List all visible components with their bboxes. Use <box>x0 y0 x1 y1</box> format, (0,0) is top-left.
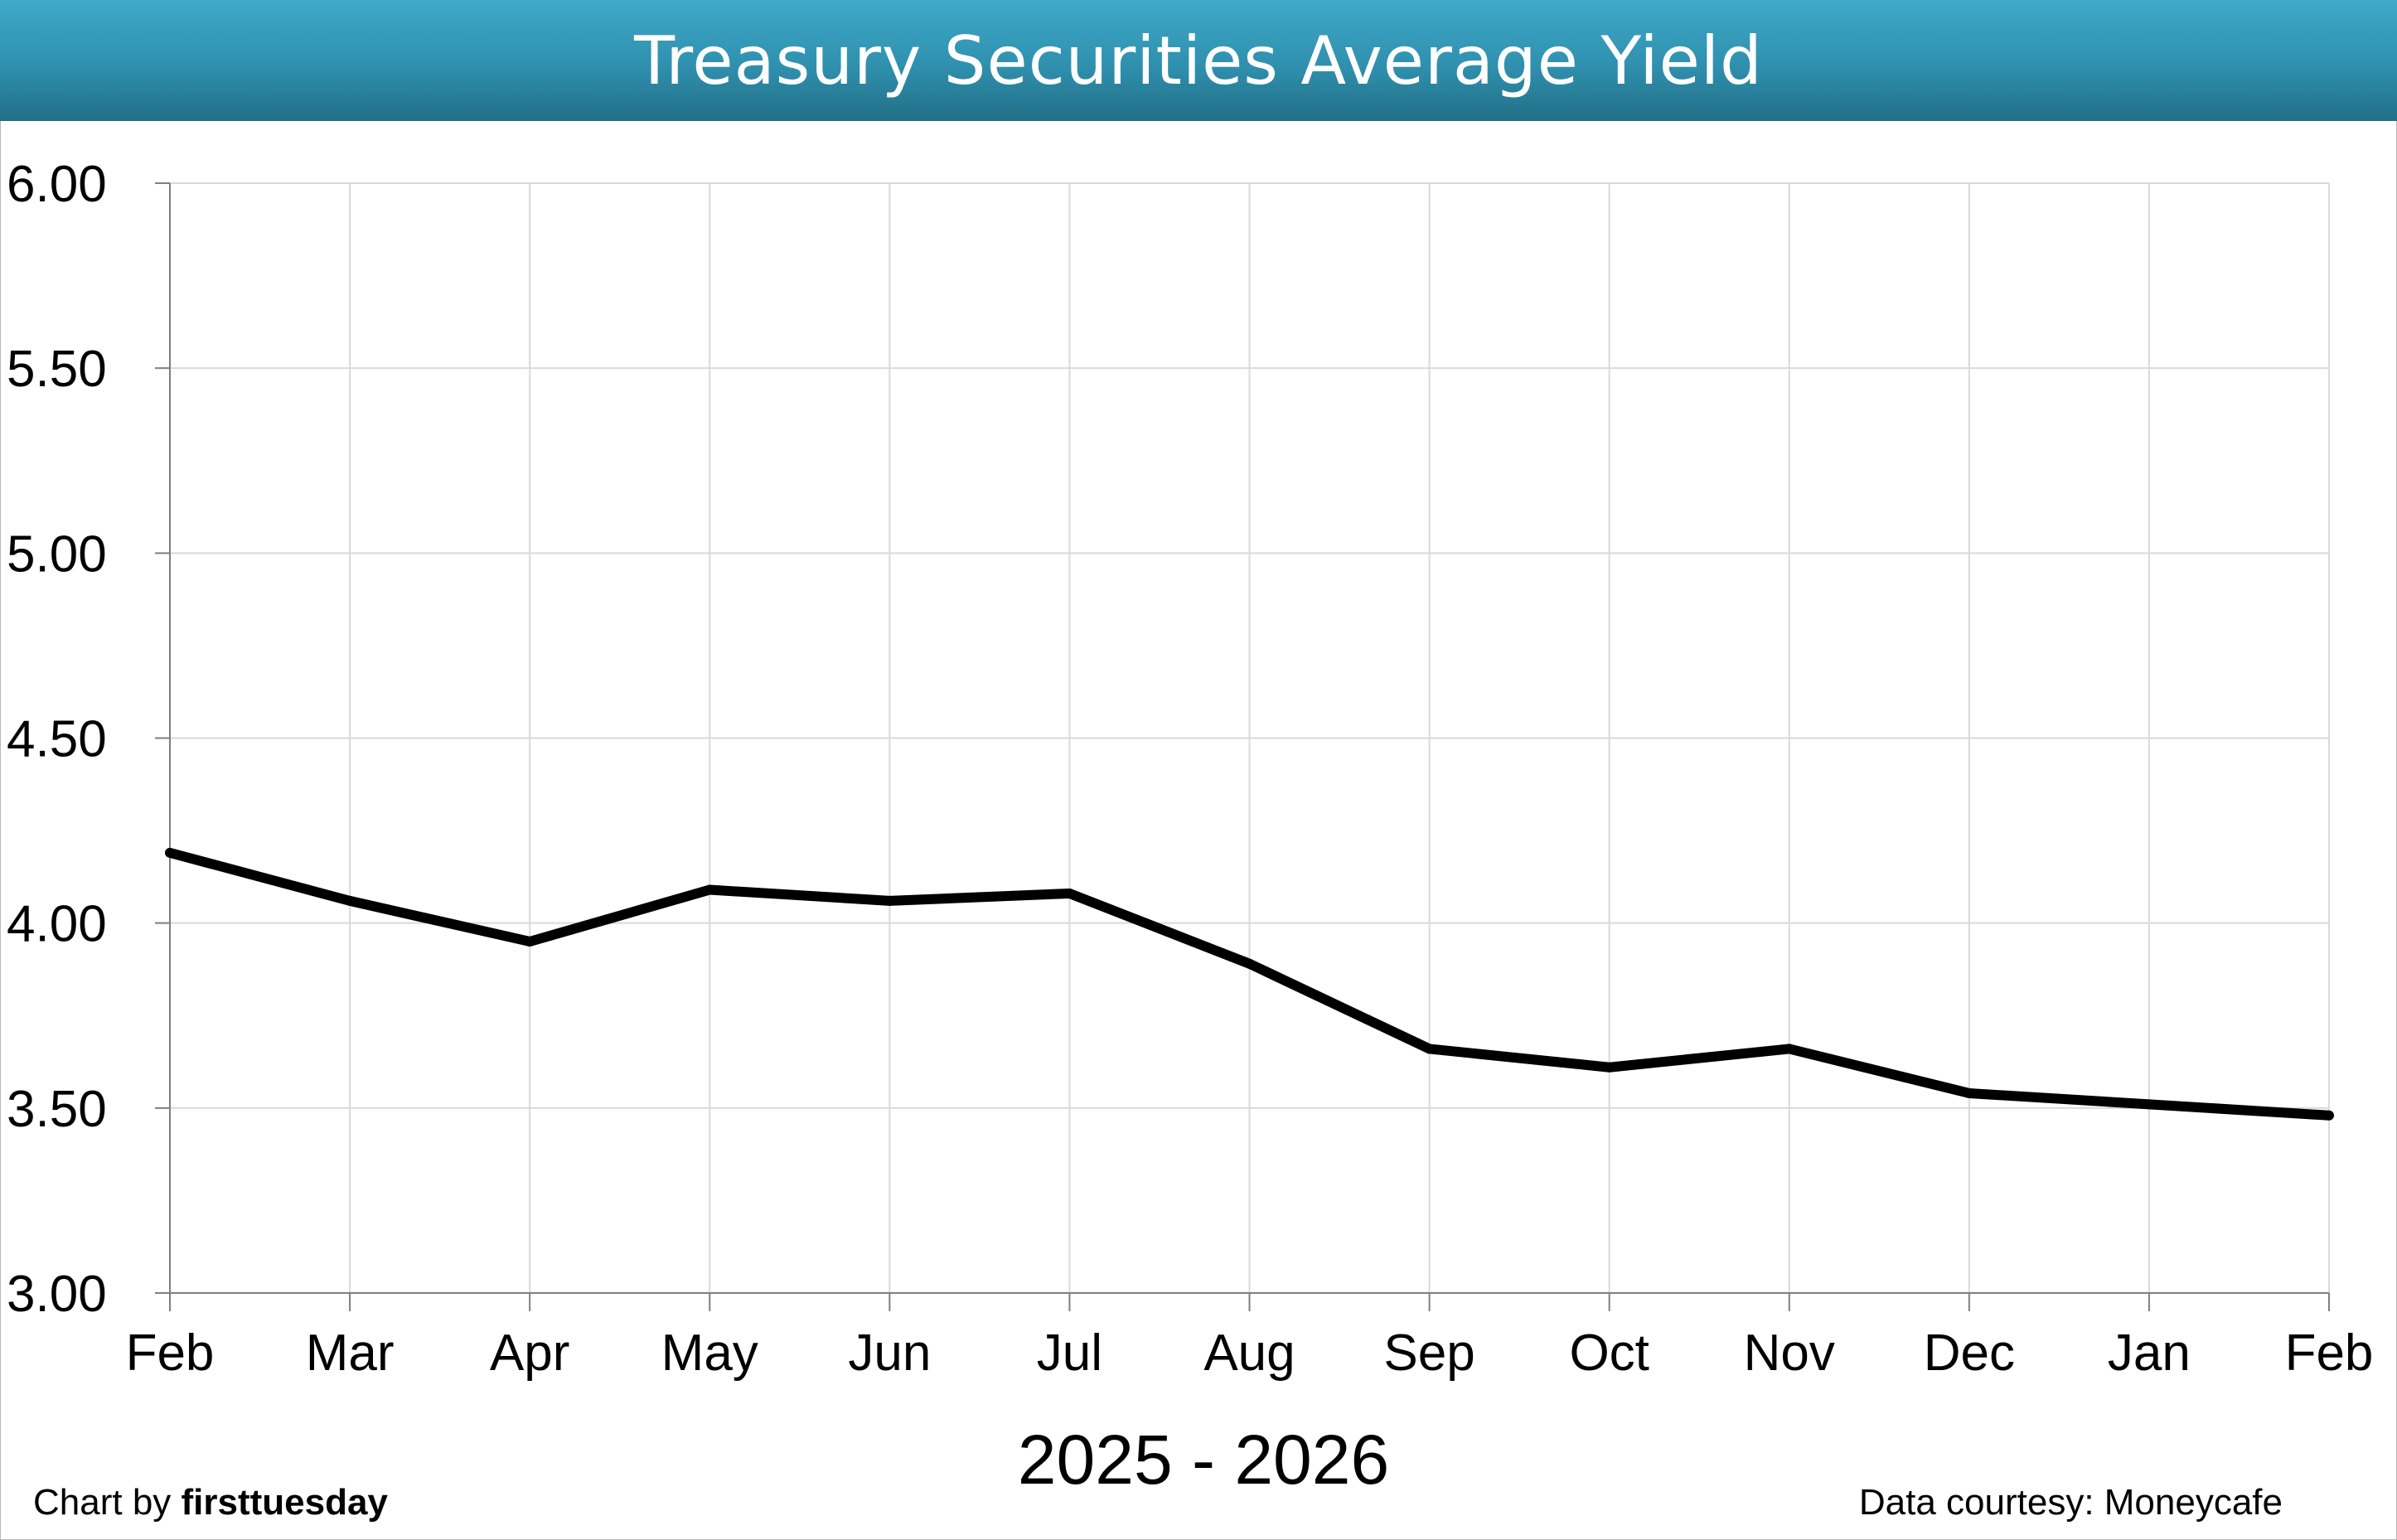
data-point <box>1424 1044 1435 1054</box>
x-tick-label: May <box>661 1324 758 1382</box>
data-point <box>2324 1110 2334 1121</box>
x-tick-label: Feb <box>126 1324 215 1382</box>
y-tick-label: 5.00 <box>7 525 107 583</box>
data-point <box>1784 1044 1794 1054</box>
data-point <box>165 847 175 858</box>
x-tick-label: Jan <box>2108 1324 2191 1382</box>
data-point <box>2143 1099 2154 1110</box>
data-point <box>1064 888 1075 898</box>
x-tick-label: Feb <box>2285 1324 2374 1382</box>
data-point <box>884 895 895 906</box>
y-tick-label: 5.50 <box>7 341 107 398</box>
x-tick-label: Mar <box>306 1324 395 1382</box>
y-tick-label: 3.50 <box>7 1081 107 1138</box>
x-tick-label: Sep <box>1383 1324 1475 1382</box>
x-tick-label: Aug <box>1203 1324 1295 1382</box>
chart-credit: Chart by firsttuesday <box>33 1482 388 1523</box>
x-tick-label: Jul <box>1037 1324 1102 1382</box>
data-point <box>1964 1087 1974 1098</box>
x-tick-label: Apr <box>490 1324 569 1382</box>
data-source: Data courtesy: Moneycafe <box>1858 1482 2283 1523</box>
data-point <box>1244 958 1255 969</box>
data-point <box>705 884 715 895</box>
y-tick-label: 4.00 <box>7 896 107 953</box>
y-tick-label: 4.50 <box>7 711 107 768</box>
credit-brand: firsttuesday <box>181 1482 388 1523</box>
x-axis-title: 2025 - 2026 <box>1018 1421 1389 1499</box>
credit-prefix: Chart by <box>33 1482 172 1523</box>
data-point <box>345 895 356 906</box>
x-tick-label: Oct <box>1569 1324 1649 1382</box>
chart-header: Treasury Securities Average Yield <box>0 0 2397 121</box>
y-tick-label: 6.00 <box>7 156 107 213</box>
x-tick-label: Nov <box>1744 1324 1835 1382</box>
data-point <box>1604 1062 1615 1073</box>
y-tick-label: 3.00 <box>7 1266 107 1323</box>
x-tick-label: Jun <box>848 1324 931 1382</box>
data-point <box>525 936 535 947</box>
x-tick-label: Dec <box>1924 1324 2015 1382</box>
chart-title: Treasury Securities Average Yield <box>634 22 1763 99</box>
